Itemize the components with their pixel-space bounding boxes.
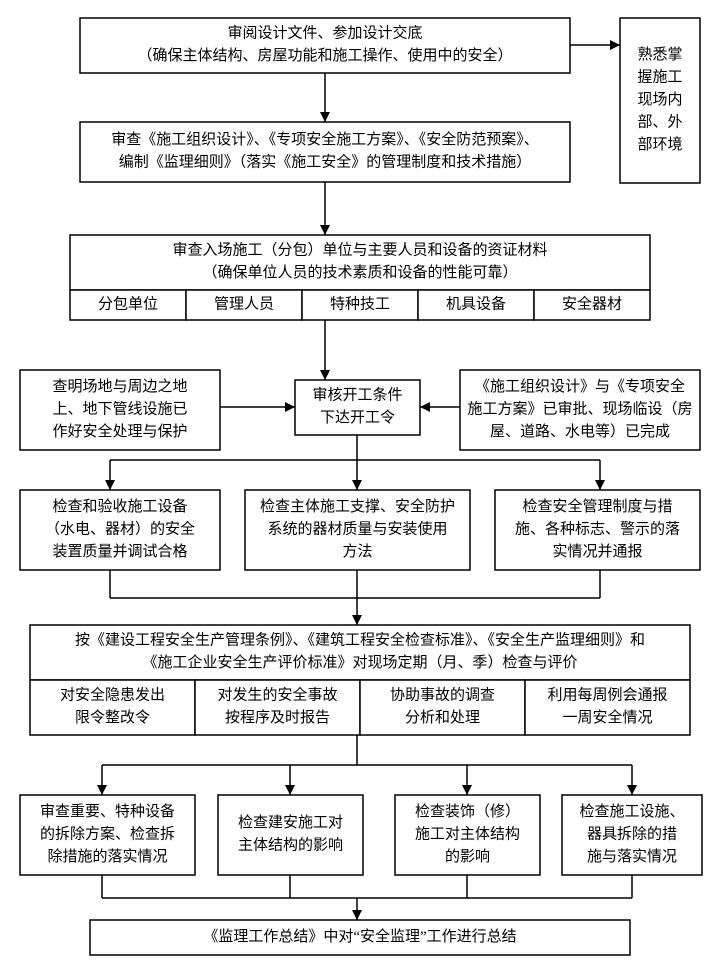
arrowhead-4 — [285, 402, 295, 412]
node-n1r: 熟悉掌握施工现场内部、外部环境 — [620, 18, 700, 183]
node-text-n4l-line0: 查明场地与周边之地 — [52, 378, 187, 395]
node-text-n4c-line1: 下达开工令 — [320, 409, 395, 426]
node-n3b: 管理人员 — [186, 290, 302, 320]
arrowhead-5 — [420, 402, 430, 412]
node-text-n5a-line1: （水电、器材）的安全 — [45, 519, 195, 537]
node-text-n3-line0: 审查入场施工（分包）单位与主要人员和设备的资证材料 — [172, 242, 547, 259]
node-n3a: 分包单位 — [70, 290, 186, 320]
node-text-n4r-line0: 《施工组织设计》与《专项安全 — [475, 377, 685, 395]
node-text-n1-line1: （确保主体结构、房屋功能和施工操作、使用中的安全） — [137, 46, 512, 64]
node-n4c: 审核开工条件下达开工令 — [295, 380, 420, 435]
node-n4r: 《施工组织设计》与《专项安全施工方案》已审批、现场临设（房屋、道路、水电等）已完… — [460, 370, 700, 450]
node-text-n1r-line1: 握施工 — [637, 68, 682, 85]
node-n3d: 机具设备 — [418, 290, 534, 320]
node-n6d: 利用每周例会通报一周安全情况 — [525, 680, 690, 735]
node-n7a: 审查重要、特种设备的拆除方案、检查拆除措施的落实情况 — [20, 795, 195, 875]
node-n6b: 对发生的安全事故按程序及时报告 — [195, 680, 360, 735]
node-text-n1r-line4: 部环境 — [637, 135, 682, 153]
node-n8: 《监理工作总结》中对“安全监理”工作进行总结 — [90, 920, 630, 955]
node-n7c: 检查装饰（修） 施工对主体结构的影响 — [395, 795, 540, 875]
arrowhead-0 — [610, 40, 620, 50]
arrowhead-10 — [595, 480, 605, 490]
arrowhead-18 — [97, 785, 107, 795]
node-text-n5a-line2: 装置质量并调试合格 — [52, 543, 187, 560]
node-text-n3c-line0: 特种技工 — [330, 295, 390, 312]
node-n6a: 对安全隐患发出限令整改令 — [30, 680, 195, 735]
node-text-n3a-line0: 分包单位 — [98, 295, 158, 312]
node-n6: 按《建设工程安全生产管理条例》、《建筑工程安全检查标准》、《安全生产监理细则》和… — [30, 625, 690, 680]
node-text-n3-line1: （确保单位人员的技术素质和设备的性能可靠） — [202, 264, 517, 281]
node-text-n7a-line1: 的拆除方案、检查拆 — [40, 824, 175, 842]
node-text-n5b-line2: 方法 — [342, 543, 372, 560]
node-text-n7d-line1: 器具拆除的措 — [587, 825, 677, 842]
node-text-n6a-line1: 限令整改令 — [75, 709, 150, 726]
node-n3c: 特种技工 — [302, 290, 418, 320]
node-text-n7a-line2: 除措施的落实情况 — [47, 848, 167, 865]
node-text-n7c-line0: 检查装饰（修） — [415, 803, 520, 820]
node-box-n2 — [80, 122, 570, 182]
flowchart-canvas: 审阅设计文件、参加设计交底 （确保主体结构、房屋功能和施工操作、使用中的安全） 熟悉… — [0, 0, 720, 965]
node-text-n1-line0: 审阅设计文件、参加设计交底 — [227, 24, 422, 42]
node-text-n5b-line1: 系统的器材质量与安装使用 — [267, 520, 447, 537]
node-text-n6c-line1: 分析和处理 — [405, 709, 480, 726]
node-text-n6-line1: 《施工企业安全生产评价标准》对现场定期（月、季）检查与评价 — [142, 653, 577, 671]
node-n5a: 检查和验收施工设备 （水电、器材）的安全装置质量并调试合格 — [20, 490, 220, 570]
node-text-n4l-line1: 上、地下管线设施已 — [52, 400, 187, 417]
node-text-n7b-line1: 主体结构的影响 — [238, 837, 343, 854]
node-text-n6d-line0: 利用每周例会通报 — [547, 687, 667, 704]
node-text-n1r-line0: 熟悉掌 — [637, 46, 682, 63]
node-text-n2-line1: 编制《监理细则》（落实《施工安全》的管理制度和技术措施） — [119, 153, 532, 171]
node-n7d: 检查施工设施、器具拆除的措施与落实情况 — [562, 795, 702, 875]
arrowhead-27 — [352, 910, 362, 920]
node-n4l: 查明场地与周边之地上、地下管线设施已作好安全处理与保护 — [20, 370, 220, 450]
node-text-n6b-line1: 按程序及时报告 — [225, 709, 330, 726]
node-text-n6c-line0: 协助事故的调查 — [390, 687, 495, 704]
node-text-n5c-line1: 施、各种标志、警示的落 — [515, 520, 680, 537]
node-text-n4l-line2: 作好安全处理与保护 — [52, 422, 187, 440]
node-text-n3b-line0: 管理人员 — [214, 295, 274, 312]
arrowhead-3 — [320, 370, 330, 380]
arrowhead-9 — [352, 480, 362, 490]
node-text-n3e-line0: 安全器材 — [562, 294, 622, 312]
node-n5b: 检查主体施工支撑、安全防护系统的器材质量与安装使用方法 — [245, 490, 470, 570]
node-text-n1r-line2: 现场内 — [637, 91, 682, 108]
node-n5c: 检查安全管理制度与措施、各种标志、警示的落实情况并通报 — [495, 490, 700, 570]
node-text-n7a-line0: 审查重要、特种设备 — [40, 803, 175, 820]
node-box-n7b — [218, 795, 363, 875]
node-text-n5a-line0: 检查和验收施工设备 — [52, 498, 187, 515]
node-text-n4r-line2: 屋、道路、水电等）已完成 — [490, 422, 670, 440]
node-text-n7b-line0: 检查建安施工对 — [238, 814, 343, 831]
node-text-n4r-line1: 施工方案》已审批、现场临设（房 — [467, 399, 692, 417]
node-n7b: 检查建安施工对主体结构的影响 — [218, 795, 363, 875]
node-n3: 审查入场施工（分包）单位与主要人员和设备的资证材料 （确保单位人员的技术素质和设备… — [70, 235, 650, 290]
node-text-n7c-line2: 的影响 — [445, 848, 490, 865]
node-text-n1r-line3: 部、外 — [637, 113, 682, 130]
arrowhead-21 — [627, 785, 637, 795]
arrowhead-2 — [320, 225, 330, 235]
arrowhead-20 — [462, 785, 472, 795]
node-text-n7c-line1: 施工对主体结构 — [415, 825, 520, 842]
node-text-n5b-line0: 检查主体施工支撑、安全防护 — [260, 497, 455, 515]
node-text-n6a-line0: 对安全隐患发出 — [60, 686, 165, 704]
node-text-n3d-line0: 机具设备 — [446, 295, 506, 312]
node-text-n4c-line0: 审核开工条件 — [312, 387, 402, 404]
node-text-n6d-line1: 一周安全情况 — [562, 708, 652, 726]
node-n3e: 安全器材 — [534, 290, 650, 320]
arrowhead-19 — [285, 785, 295, 795]
arrowhead-8 — [105, 480, 115, 490]
node-text-n6b-line0: 对发生的安全事故 — [217, 686, 337, 704]
node-n1: 审阅设计文件、参加设计交底 （确保主体结构、房屋功能和施工操作、使用中的安全） — [80, 18, 570, 73]
node-text-n6-line0: 按《建设工程安全生产管理条例》、《建筑工程安全检查标准》、《安全生产监理细则》和 — [75, 631, 645, 649]
node-text-n8-line0: 《监理工作总结》中对“安全监理”工作进行总结 — [203, 927, 516, 945]
node-n2: 审查《施工组织设计》、《专项安全施工方案》、《安全防范预案》、编制《监理细则》（… — [80, 122, 570, 182]
node-text-n2-line0: 审查《施工组织设计》、《专项安全施工方案》、《安全防范预案》、 — [111, 130, 539, 148]
arrowhead-1 — [320, 112, 330, 122]
arrowhead-15 — [352, 615, 362, 625]
node-text-n7d-line0: 检查施工设施、 — [579, 803, 684, 820]
node-text-n5c-line2: 实情况并通报 — [552, 543, 642, 560]
node-text-n7d-line2: 施与落实情况 — [587, 848, 677, 865]
node-n6c: 协助事故的调查分析和处理 — [360, 680, 525, 735]
node-text-n5c-line0: 检查安全管理制度与措 — [522, 497, 672, 515]
